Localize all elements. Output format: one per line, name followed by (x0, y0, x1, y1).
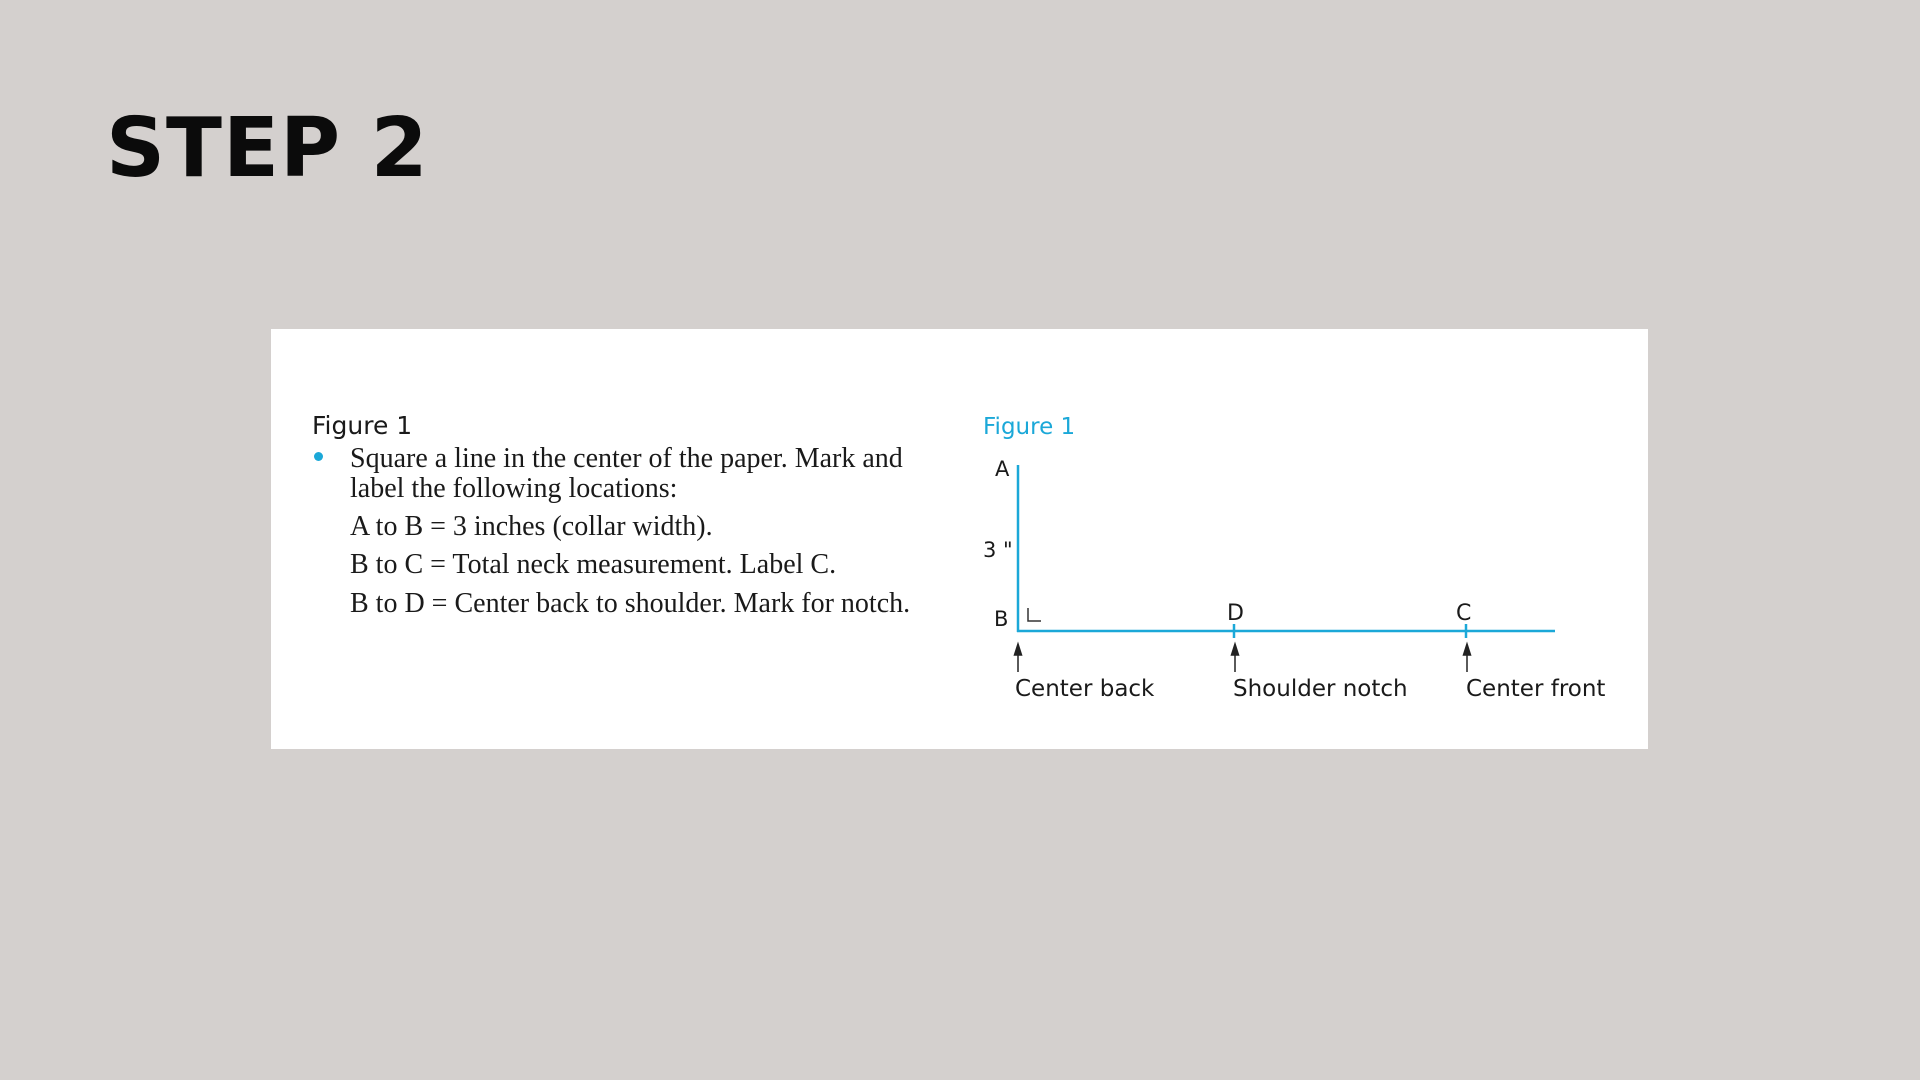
label-center-front: Center front (1466, 676, 1605, 702)
figure-caption-left: Figure 1 (312, 411, 413, 440)
arrow-up-icon (1462, 641, 1472, 656)
arrow-up-icon (1013, 641, 1023, 656)
slide-title: STEP 2 (106, 101, 429, 196)
figure-caption: Figure 1 (983, 414, 1075, 440)
instruction-item: B to D = Center back to shoulder. Mark f… (350, 588, 911, 619)
point-d-label: D (1227, 601, 1244, 626)
point-c-label: C (1456, 601, 1471, 626)
arrow-up-icon (1230, 641, 1240, 656)
right-angle-mark (1027, 608, 1041, 622)
measure-label: 3 " (983, 538, 1013, 562)
bullet-icon (314, 452, 323, 461)
instruction-item: A to B = 3 inches (collar width). (350, 511, 713, 542)
content-panel (271, 329, 1648, 749)
label-shoulder-notch: Shoulder notch (1233, 676, 1408, 702)
instruction-item: B to C = Total neck measurement. Label C… (350, 549, 837, 580)
instruction-line: label the following locations: (350, 473, 678, 504)
point-a-label: A (995, 457, 1010, 481)
instruction-line: Square a line in the center of the paper… (350, 443, 903, 474)
label-center-back: Center back (1015, 676, 1155, 702)
point-b-label: B (994, 607, 1008, 631)
